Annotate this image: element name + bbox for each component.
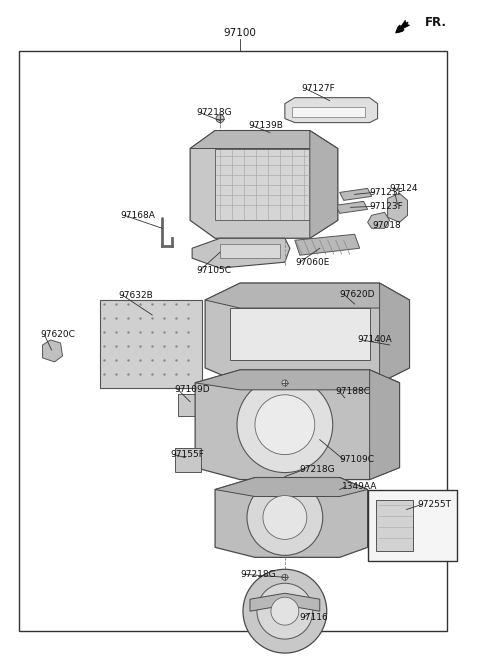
Text: 97105C: 97105C [196, 265, 231, 275]
Text: 97632B: 97632B [119, 290, 153, 300]
Polygon shape [387, 193, 408, 222]
Text: 97060E: 97060E [296, 258, 330, 267]
Text: 97109C: 97109C [340, 455, 375, 464]
Circle shape [247, 480, 323, 555]
Text: 97140A: 97140A [358, 336, 393, 344]
Text: 97218G: 97218G [196, 108, 232, 117]
Text: 97620D: 97620D [340, 290, 375, 298]
Polygon shape [310, 131, 338, 238]
Polygon shape [325, 296, 380, 312]
Text: FR.: FR. [424, 16, 446, 30]
Circle shape [237, 377, 333, 472]
Circle shape [271, 597, 299, 625]
Text: 97620C: 97620C [41, 330, 75, 340]
Text: 97155F: 97155F [170, 450, 204, 459]
Text: 97109D: 97109D [174, 385, 210, 394]
Polygon shape [336, 201, 368, 214]
Text: 97218G: 97218G [300, 465, 336, 474]
Text: 97139B: 97139B [248, 121, 283, 130]
Bar [175, 447, 201, 472]
Polygon shape [195, 370, 399, 480]
Text: 97123F: 97123F [370, 188, 403, 197]
Circle shape [216, 114, 224, 123]
Text: 97188C: 97188C [336, 388, 371, 396]
Text: 97116: 97116 [300, 613, 329, 622]
Polygon shape [340, 189, 372, 200]
Polygon shape [368, 212, 390, 228]
Polygon shape [205, 283, 409, 383]
Polygon shape [285, 98, 378, 123]
Bar [19, 51, 447, 631]
Text: 97018: 97018 [372, 221, 401, 230]
Bar [368, 489, 457, 561]
Circle shape [263, 495, 307, 539]
Text: 1349AA: 1349AA [342, 482, 377, 491]
Polygon shape [230, 308, 370, 360]
Text: 97123F: 97123F [370, 202, 403, 211]
Text: 97124: 97124 [390, 184, 418, 193]
Polygon shape [292, 106, 365, 116]
Bar [100, 300, 202, 388]
Polygon shape [205, 283, 409, 308]
Text: 97100: 97100 [224, 28, 256, 38]
Text: 97168A: 97168A [120, 211, 155, 220]
Polygon shape [215, 478, 368, 557]
Polygon shape [326, 390, 394, 407]
Polygon shape [220, 244, 280, 258]
Circle shape [282, 574, 288, 580]
Text: 97218G: 97218G [240, 570, 276, 579]
Polygon shape [190, 131, 338, 148]
Polygon shape [195, 370, 399, 390]
Circle shape [282, 380, 288, 386]
Text: 97127F: 97127F [302, 84, 336, 93]
Polygon shape [43, 340, 62, 362]
Circle shape [243, 570, 327, 653]
Polygon shape [250, 593, 320, 611]
Bar [178, 394, 204, 416]
Circle shape [255, 395, 315, 455]
Polygon shape [215, 148, 310, 220]
Polygon shape [192, 238, 290, 268]
Polygon shape [295, 235, 360, 255]
Polygon shape [190, 131, 338, 238]
Text: 97255T: 97255T [418, 500, 452, 509]
Circle shape [257, 583, 313, 639]
Polygon shape [370, 370, 399, 480]
Bar [376, 499, 413, 551]
Polygon shape [380, 283, 409, 383]
Polygon shape [215, 478, 368, 497]
